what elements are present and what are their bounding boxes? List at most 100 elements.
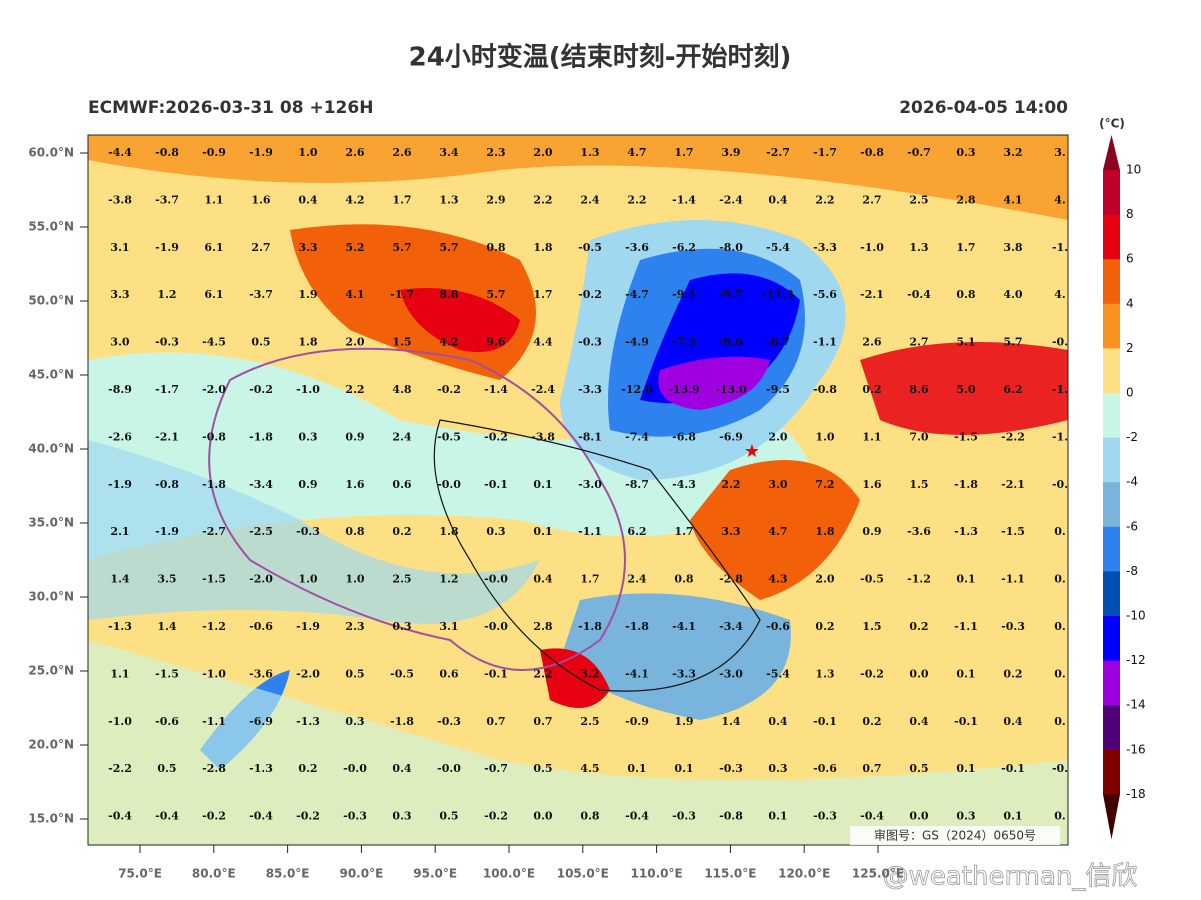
grid-value: -4.1 (672, 620, 696, 633)
lat-label: 50.0°N (28, 294, 74, 308)
lon-label: 125.0°E (852, 867, 904, 881)
grid-value: -1. (1052, 430, 1068, 443)
grid-value: 0.1 (533, 478, 552, 491)
lat-label: 25.0°N (28, 664, 74, 678)
grid-value: 0.8 (580, 810, 599, 823)
grid-value: 4.2 (345, 193, 364, 206)
subtitle-left: ECMWF:2026-03-31 08 +126H (88, 98, 373, 118)
grid-value: 3.3 (110, 288, 129, 301)
grid-value: -0.0 (437, 762, 461, 775)
grid-value: 4.1 (345, 288, 364, 301)
grid-value: 2.3 (345, 620, 364, 633)
grid-value: -2.7 (202, 525, 226, 538)
grid-value: -0.8 (813, 383, 837, 396)
grid-value: 0. (1054, 810, 1065, 823)
grid-value: -2.1 (1001, 478, 1025, 491)
grid-value: 0.5 (251, 336, 270, 349)
grid-value: 0.3 (956, 810, 975, 823)
grid-value: -0.6 (249, 620, 273, 633)
grid-value: 1.3 (815, 667, 834, 680)
grid-value: 0.4 (768, 193, 787, 206)
grid-value: 0.8 (674, 573, 693, 586)
colorbar-label: -10 (1126, 609, 1146, 623)
grid-value: 2.2 (721, 478, 740, 491)
grid-value: -3.3 (813, 241, 837, 254)
review-number: 审图号：GS（2024）0650号 (874, 828, 1036, 843)
grid-value: -5.4 (766, 667, 790, 680)
grid-value: -0.4 (249, 810, 273, 823)
lat-label: 15.0°N (28, 812, 74, 826)
colorbar-band (1103, 437, 1120, 483)
grid-value: -2.8 (202, 762, 226, 775)
colorbar-label: 6 (1126, 252, 1134, 266)
grid-value: 0.3 (956, 146, 975, 159)
grid-value: 1.4 (157, 620, 176, 633)
grid-value: 0.6 (392, 478, 411, 491)
grid-value: 0.1 (768, 810, 787, 823)
grid-value: -0. (1052, 478, 1068, 491)
grid-value: -1.5 (1001, 525, 1025, 538)
grid-value: -8.9 (108, 383, 132, 396)
grid-value: 8.8 (439, 288, 458, 301)
lon-label: 95.0°E (413, 867, 457, 881)
grid-value: 1.1 (110, 667, 129, 680)
grid-value: 2.7 (909, 336, 928, 349)
grid-value: 0.5 (533, 762, 552, 775)
grid-value: 2.6 (345, 146, 364, 159)
grid-value: -0.5 (578, 241, 602, 254)
grid-value: 0.2 (862, 383, 881, 396)
grid-value: 2.8 (533, 620, 552, 633)
grid-value: -4.4 (108, 146, 132, 159)
grid-value: -1. (1052, 241, 1068, 254)
capital-star: ★ (744, 441, 760, 462)
grid-value: 0.1 (956, 762, 975, 775)
grid-value: 0.8 (345, 525, 364, 538)
lon-label: 120.0°E (778, 867, 830, 881)
colorbar-band (1103, 571, 1120, 617)
grid-value: -1.5 (155, 667, 179, 680)
grid-value: -0.2 (578, 288, 602, 301)
grid-value: -11.3 (762, 288, 793, 301)
grid-value: 0.5 (439, 810, 458, 823)
grid-value: 2.7 (251, 241, 270, 254)
grid-value: -0.5 (437, 430, 461, 443)
grid-value: 1.3 (909, 241, 928, 254)
grid-value: 0.5 (345, 667, 364, 680)
grid-value: -0.2 (484, 430, 508, 443)
grid-value: 1.8 (439, 525, 458, 538)
grid-value: -12.0 (621, 383, 653, 396)
grid-value: -6.9 (719, 430, 743, 443)
grid-value: -9.4 (672, 288, 696, 301)
grid-value: -1.2 (907, 573, 931, 586)
grid-value: -0.1 (954, 715, 978, 728)
grid-value: -1.8 (390, 715, 414, 728)
grid-value: 0. (1054, 715, 1065, 728)
grid-value: 0.4 (533, 573, 552, 586)
grid-value: 1.5 (392, 336, 411, 349)
grid-value: -0.4 (155, 810, 179, 823)
grid-value: 1.7 (674, 146, 693, 159)
grid-value: 2.1 (110, 525, 129, 538)
grid-value: -0.7 (484, 762, 508, 775)
subtitle-right: 2026-04-05 14:00 (899, 98, 1068, 118)
grid-value: -0.2 (484, 810, 508, 823)
grid-value: -0.3 (719, 762, 743, 775)
grid-value: -0.3 (813, 810, 837, 823)
grid-value: -4.1 (625, 667, 649, 680)
grid-value: 7.0 (909, 430, 928, 443)
grid-value: -4.7 (625, 288, 649, 301)
grid-value: -4.3 (672, 478, 696, 491)
grid-value: 0.3 (768, 762, 787, 775)
grid-value: 2.7 (862, 193, 881, 206)
grid-value: -4.5 (202, 336, 226, 349)
grid-value: -0.3 (1001, 620, 1025, 633)
colorbar-label: -8 (1126, 564, 1138, 578)
grid-value: -1.7 (155, 383, 179, 396)
grid-value: -1.7 (813, 146, 837, 159)
lon-label: 105.0°E (557, 867, 609, 881)
grid-value: -1.1 (813, 336, 837, 349)
grid-value: 1.4 (110, 573, 129, 586)
grid-value: 3.9 (721, 146, 740, 159)
grid-value: 1.0 (298, 573, 317, 586)
grid-value: 4.8 (392, 383, 411, 396)
